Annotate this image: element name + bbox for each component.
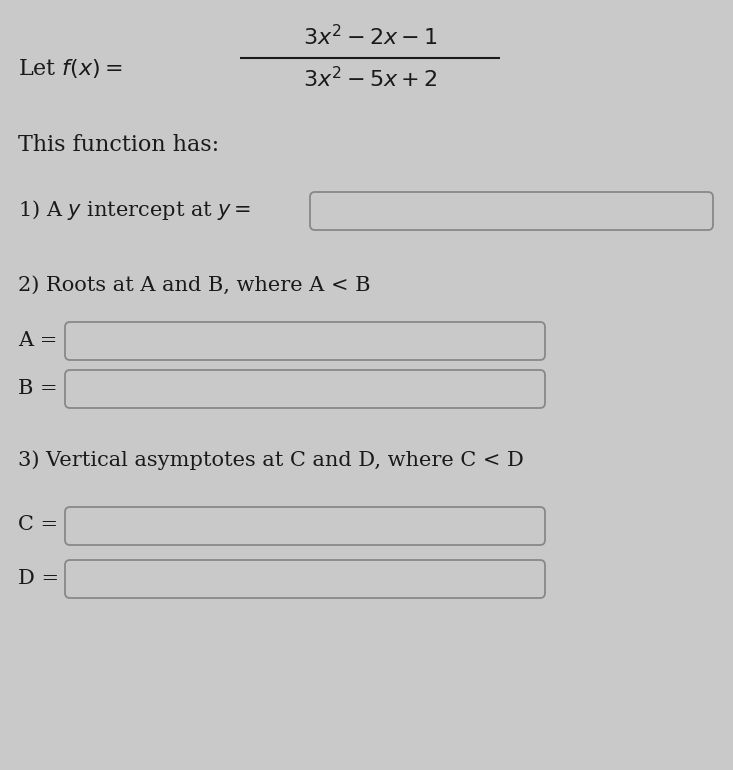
Text: $3x^2 - 2x - 1$: $3x^2 - 2x - 1$ — [303, 25, 438, 51]
Text: This function has:: This function has: — [18, 134, 219, 156]
Text: B =: B = — [18, 379, 58, 397]
Text: 2) Roots at A and B, where A < B: 2) Roots at A and B, where A < B — [18, 276, 370, 294]
FancyBboxPatch shape — [65, 560, 545, 598]
Text: C =: C = — [18, 515, 58, 534]
FancyBboxPatch shape — [65, 370, 545, 408]
Text: D =: D = — [18, 568, 59, 588]
Text: 1) A $y$ intercept at $y=$: 1) A $y$ intercept at $y=$ — [18, 198, 251, 222]
Text: A =: A = — [18, 330, 57, 350]
FancyBboxPatch shape — [65, 507, 545, 545]
FancyBboxPatch shape — [65, 322, 545, 360]
Text: 3) Vertical asymptotes at C and D, where C < D: 3) Vertical asymptotes at C and D, where… — [18, 450, 524, 470]
FancyBboxPatch shape — [310, 192, 713, 230]
Text: $3x^2 - 5x + 2$: $3x^2 - 5x + 2$ — [303, 68, 438, 92]
Text: Let $f(x) =$: Let $f(x) =$ — [18, 56, 123, 79]
